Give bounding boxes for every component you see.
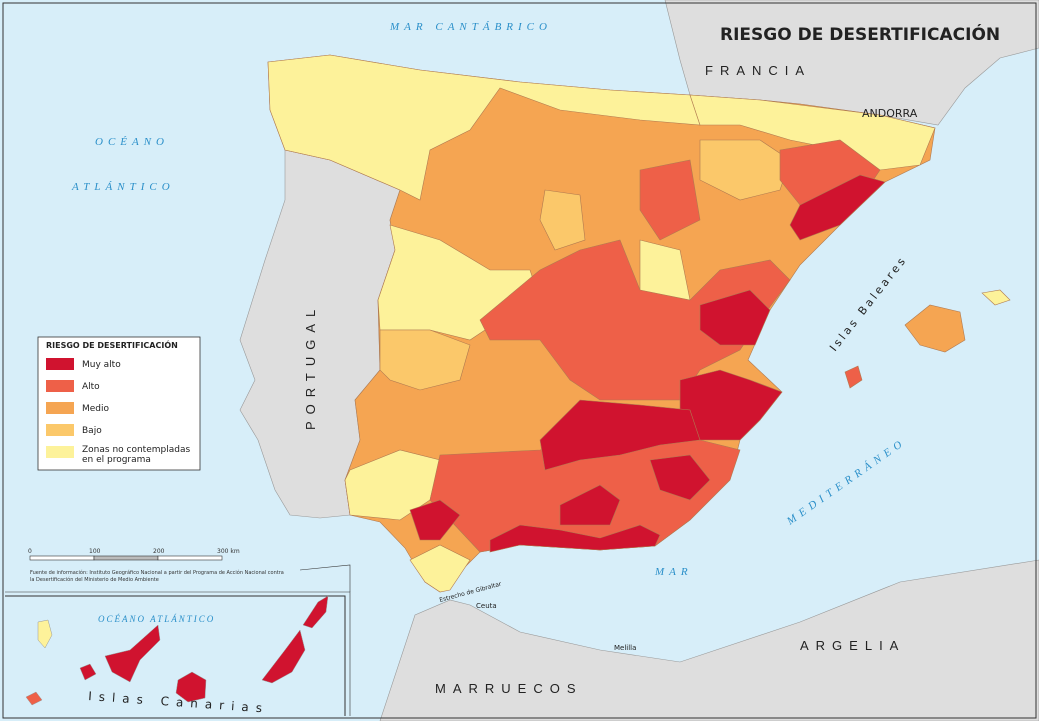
- country-label: FRANCIA: [705, 63, 811, 78]
- inset-ocean: OCÉANO ATLÁNTICO: [98, 614, 215, 624]
- legend-label: Zonas no contempladas: [82, 445, 190, 455]
- france: [664, 0, 1039, 126]
- scale-segment: [29, 555, 95, 561]
- zone-very-high: [539, 399, 701, 471]
- zone-low: [699, 139, 791, 201]
- island: [37, 619, 53, 649]
- menorca: [981, 289, 1011, 306]
- scale-segment: [157, 555, 223, 561]
- source: la Desertificación del Ministerio de Med…: [30, 576, 159, 583]
- ibiza: [844, 365, 863, 389]
- zone-high: [479, 239, 791, 401]
- zone-very-high: [559, 484, 621, 526]
- sea-label: MAR CANTÁBRICO: [389, 21, 552, 33]
- legend-label: en el programa: [82, 455, 151, 465]
- zone-very-high: [649, 454, 711, 501]
- island: [104, 624, 161, 683]
- legend-swatch: [46, 446, 74, 458]
- country-label: ANDORRA: [862, 107, 918, 120]
- sea-label: ATLÁNTICO: [71, 181, 175, 193]
- zone-low: [379, 329, 471, 391]
- island: [261, 629, 306, 684]
- scale-label: 0: [28, 548, 32, 555]
- source: Fuente de información: Instituto Geográf…: [30, 569, 284, 576]
- island: [175, 671, 207, 703]
- zone-very-high: [489, 524, 661, 553]
- scale-bar: 0 100 200 300 km: [28, 548, 240, 561]
- legend-swatch: [46, 424, 74, 436]
- legend-label: Medio: [82, 404, 110, 414]
- scale-label: 200: [153, 548, 165, 555]
- legend: RIESGO DE DESERTIFICACIÓN Muy alto Alto …: [37, 336, 201, 471]
- title: RIESGO DE DESERTIFICACIÓN: [720, 23, 1000, 45]
- legend-label: Alto: [82, 382, 100, 392]
- island: [25, 691, 43, 706]
- country-label: ARGELIA: [800, 638, 905, 653]
- scale-label: 300 km: [217, 548, 240, 555]
- inset-frame: [5, 595, 346, 716]
- mallorca: [904, 304, 966, 353]
- country-label: MARRUECOS: [435, 681, 583, 696]
- zone-none: [409, 544, 471, 593]
- scale-label: 100: [89, 548, 101, 555]
- city-label: Ceuta: [476, 602, 497, 610]
- africa: [379, 559, 1039, 721]
- zone-high: [639, 159, 701, 241]
- city-label: Melilla: [614, 644, 636, 652]
- zone-low: [539, 189, 586, 251]
- legend-label: Bajo: [82, 426, 102, 436]
- legend-label: Muy alto: [82, 360, 121, 370]
- legend-swatch: [46, 358, 74, 370]
- sea-label: OCÉANO: [95, 136, 169, 148]
- legend-swatch: [46, 380, 74, 392]
- country-label: PORTUGAL: [303, 303, 318, 430]
- scale-segment: [93, 555, 159, 561]
- sea-label: MAR: [654, 566, 693, 578]
- zone-very-high: [409, 499, 461, 541]
- island: [79, 663, 97, 681]
- zone-very-high: [699, 289, 771, 346]
- legend-title: RIESGO DE DESERTIFICACIÓN: [46, 339, 178, 350]
- legend-swatch: [46, 402, 74, 414]
- zone-very-high: [789, 174, 886, 241]
- inset-frame: [299, 564, 351, 592]
- island: [302, 595, 329, 629]
- zone-none: [267, 54, 701, 201]
